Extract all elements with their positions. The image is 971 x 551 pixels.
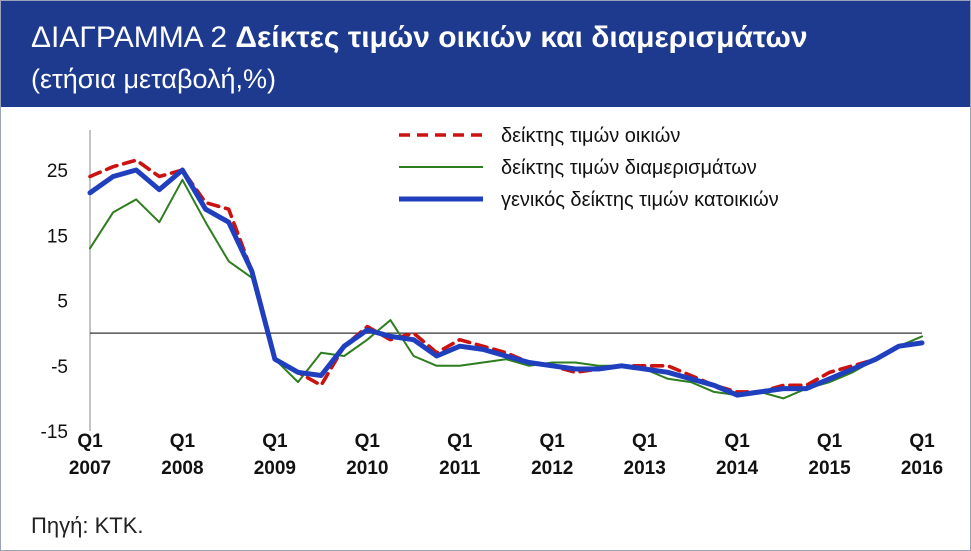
x-tick-label-year: 2016: [901, 458, 943, 479]
legend-label-0: δείκτης τιμών οικιών: [501, 125, 680, 147]
x-tick-label-quarter: Q1: [447, 431, 473, 452]
y-tick-label: -5: [51, 357, 68, 378]
y-tick-label: 5: [57, 292, 68, 313]
series-line-1: [89, 178, 923, 400]
chart-title-main: Δείκτες τιμών οικιών και διαμερισμάτων: [235, 21, 808, 54]
series-line-2: [87, 167, 925, 398]
chart-title-prefix: ΔΙΑΓΡΑΜΜΑ 2: [31, 21, 228, 54]
legend-label-2: γενικός δείκτης τιμών κατοικιών: [501, 189, 779, 211]
x-tick-label-year: 2014: [716, 458, 759, 479]
y-tick-label: -15: [41, 422, 68, 443]
source-note: Πηγή: ΚΤΚ.: [31, 513, 144, 538]
x-tick-label-year: 2012: [531, 458, 573, 479]
x-tick-label-year: 2010: [346, 458, 388, 479]
series-line-0: [88, 158, 924, 394]
x-tick-label-quarter: Q1: [909, 431, 935, 452]
x-tick-label-year: 2009: [254, 458, 296, 479]
chart-header: ΔΙΑΓΡΑΜΜΑ 2 Δείκτες τιμών οικιών και δια…: [1, 1, 970, 107]
x-tick-label-year: 2008: [161, 458, 203, 479]
x-tick-label-quarter: Q1: [77, 431, 103, 452]
x-tick-label-year: 2013: [624, 458, 666, 479]
x-tick-label-quarter: Q1: [632, 431, 658, 452]
x-tick-label-year: 2011: [439, 458, 481, 479]
chart-title: ΔΙΑΓΡΑΜΜΑ 2 Δείκτες τιμών οικιών και δια…: [31, 21, 808, 55]
line-chart: 25 15 5 -5 -15 Q1 2007 Q1 2008 Q1 2009 Q1 2010 Q1 2011…: [41, 125, 944, 479]
x-tick-label-quarter: Q1: [817, 431, 843, 452]
x-tick-label-quarter: Q1: [355, 431, 381, 452]
x-tick-label-quarter: Q1: [540, 431, 566, 452]
x-tick-label-year: 2015: [808, 458, 851, 479]
legend-label-1: δείκτης τιμών διαμερισμάτων: [501, 157, 757, 179]
y-tick-label: 15: [47, 226, 68, 247]
x-tick-label-quarter: Q1: [262, 431, 288, 452]
x-tick-label-year: 2007: [69, 458, 111, 479]
chart-subtitle: (ετήσια μεταβολή,%): [31, 64, 277, 94]
x-tick-label-quarter: Q1: [170, 431, 196, 452]
x-tick-label-quarter: Q1: [724, 431, 750, 452]
y-tick-label: 25: [47, 161, 68, 182]
